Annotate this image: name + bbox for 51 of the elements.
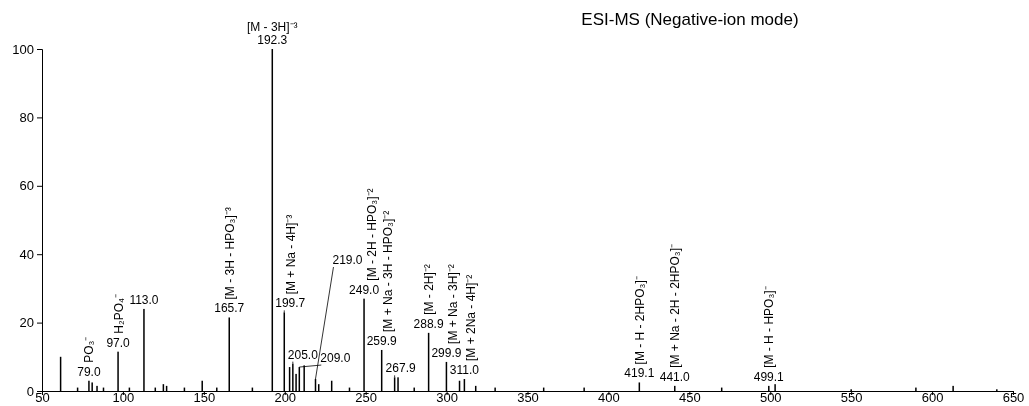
annotation: [M - 2H - HPO₃]⁻² — [364, 188, 379, 281]
x-tick-label: 150 — [193, 389, 216, 405]
annotation: [M + Na - 3H - HPO₃]⁻² — [381, 210, 396, 332]
annotation: 249.0 — [349, 282, 380, 297]
x-tick-label: 600 — [921, 389, 944, 405]
x-tick-label: 250 — [355, 389, 378, 405]
y-tick-label: 100 — [12, 41, 34, 57]
annotation: [M + Na - 4H]⁻³ — [283, 214, 298, 295]
annotation: 219.0 — [332, 253, 363, 268]
annotation: 113.0 — [129, 292, 159, 307]
annotation: 97.0 — [106, 335, 131, 350]
annotation: 192.3 — [257, 33, 288, 47]
annotation: [M - 3H]⁻³ — [246, 20, 298, 34]
annotation: H₂PO₄⁻ — [111, 294, 126, 334]
annotation: [M + Na - 3H]⁻² — [445, 264, 460, 344]
annotation: 199.7 — [275, 296, 306, 311]
annotation: [M + 2Na - 4H]⁻² — [463, 274, 478, 362]
y-tick-label: 20 — [19, 315, 34, 331]
annotation: 299.9 — [431, 345, 462, 360]
x-tick-label: 350 — [517, 389, 539, 405]
annotation: 165.7 — [214, 301, 245, 316]
y-tick-label: 40 — [19, 246, 34, 262]
chart-title: ESI-MS (Negative-ion mode) — [581, 10, 799, 29]
x-tick-label: 500 — [759, 389, 782, 405]
annotation: 499.1 — [753, 369, 785, 384]
annotation: 288.9 — [413, 316, 444, 331]
annotation: 205.0 — [287, 347, 319, 362]
annotation: 259.9 — [366, 333, 398, 348]
annotation: 209.0 — [320, 351, 351, 366]
y-tick-label: 60 — [19, 178, 34, 194]
annotation: [M - 2H]⁻² — [422, 264, 437, 315]
x-tick-label: 650 — [1002, 389, 1025, 405]
x-tick-label: 50 — [35, 389, 50, 405]
annotation: 311.0 — [449, 363, 480, 378]
x-tick-label: 300 — [436, 389, 458, 405]
annotation: [M + Na - 2H - 2HPO₃]⁻ — [668, 243, 683, 368]
annotation: 79.0 — [77, 364, 101, 379]
y-tick-label: 80 — [19, 110, 34, 126]
annotation: 419.1 — [624, 366, 655, 381]
annotation: 441.0 — [659, 369, 691, 384]
annotation: 267.9 — [385, 361, 416, 376]
annotation: [M - 3H - HPO₃]⁻³ — [222, 207, 237, 300]
x-tick-label: 400 — [598, 389, 620, 405]
annotation: [M - H - 2HPO₃]⁻ — [632, 276, 647, 365]
y-tick-label: 0 — [26, 383, 34, 399]
x-tick-label: 200 — [274, 389, 297, 405]
annotation: PO₃⁻ — [82, 336, 97, 363]
x-tick-label: 550 — [840, 389, 863, 405]
x-tick-label: 100 — [112, 389, 135, 405]
annotation: [M - H - HPO₃]⁻ — [762, 286, 777, 368]
x-tick-label: 450 — [678, 389, 701, 405]
